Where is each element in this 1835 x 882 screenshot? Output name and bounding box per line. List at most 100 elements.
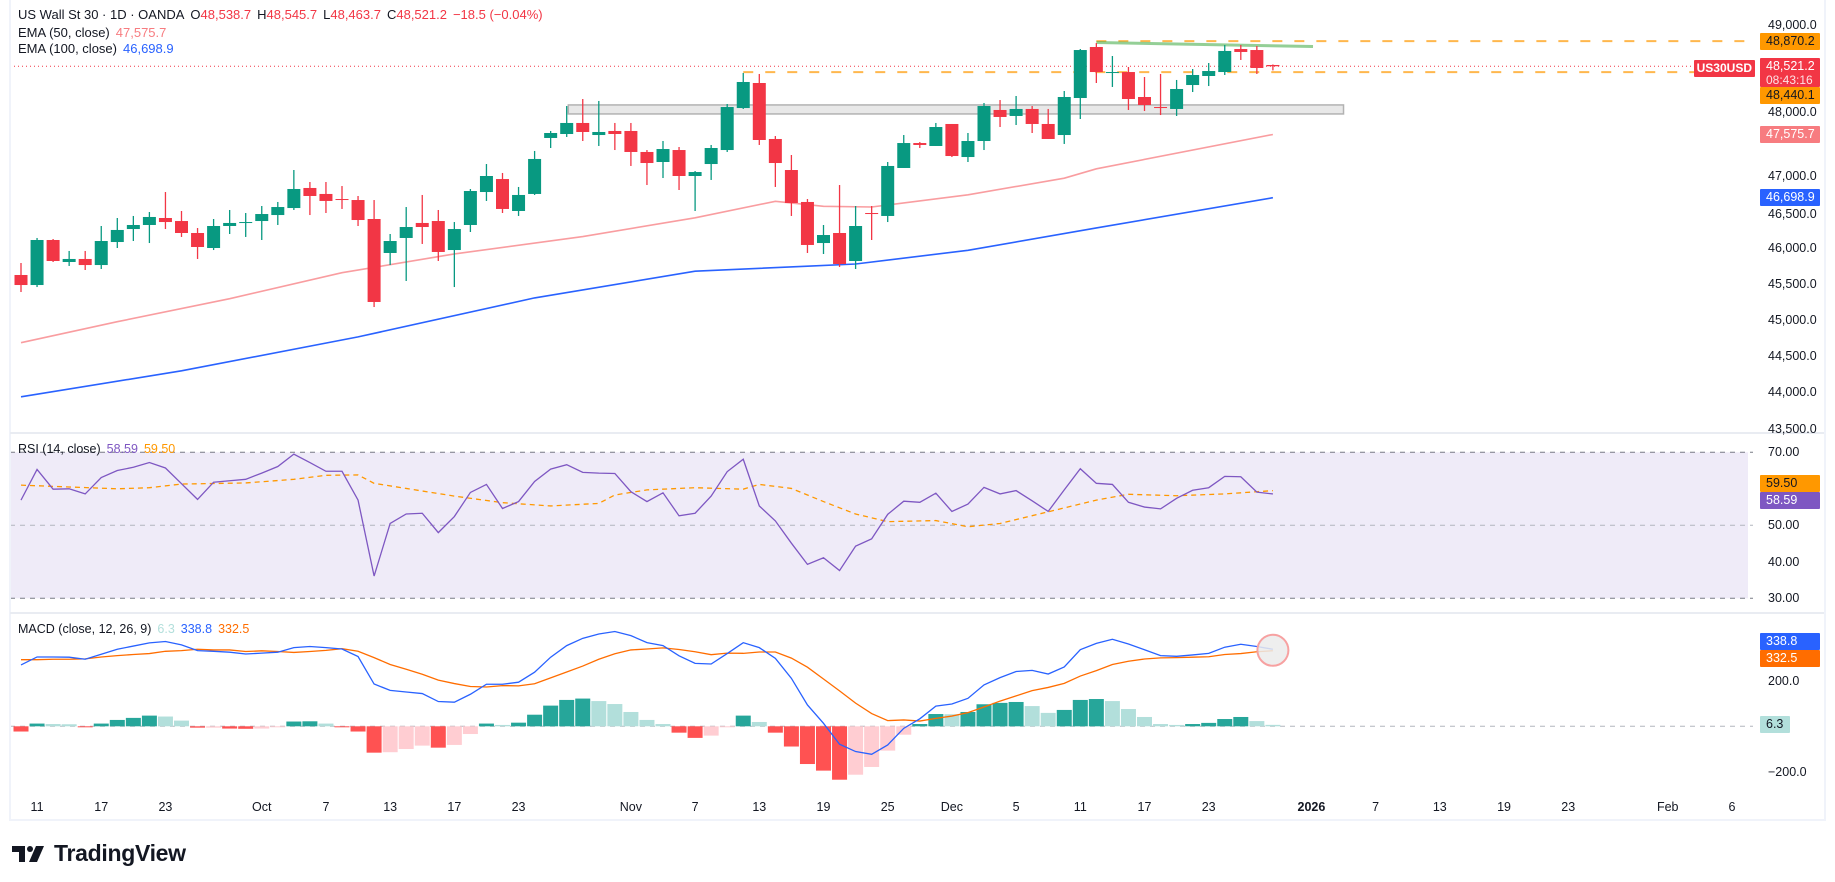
macd-line bbox=[20, 630, 1274, 755]
candle-body bbox=[175, 221, 188, 233]
candle-body bbox=[303, 187, 317, 196]
time-axis-label: 23 bbox=[1561, 800, 1576, 814]
macd-histogram-bar bbox=[1201, 722, 1217, 727]
candle bbox=[1089, 43, 1103, 83]
price-pane[interactable] bbox=[10, 40, 1753, 398]
rsi-axis-label: 70.00 bbox=[1768, 445, 1800, 460]
candle bbox=[560, 106, 574, 137]
candle-body bbox=[1025, 108, 1039, 124]
macd-histogram-bar bbox=[1104, 701, 1120, 727]
time-axis-label: 7 bbox=[1372, 800, 1380, 814]
macd-histogram-bar bbox=[559, 699, 575, 727]
candle-body bbox=[367, 219, 381, 302]
candle bbox=[431, 209, 445, 261]
candle bbox=[30, 237, 44, 288]
candle-body bbox=[223, 222, 237, 226]
time-axis-label: 23 bbox=[158, 800, 173, 814]
candle bbox=[415, 194, 429, 244]
macd-histogram-bar bbox=[591, 701, 607, 727]
macd-histogram-bar bbox=[880, 726, 896, 751]
brand-name: TradingView bbox=[54, 840, 186, 866]
badge-value: 338.8 bbox=[1766, 634, 1798, 648]
candle-body bbox=[656, 149, 670, 163]
macd-histogram-bar bbox=[575, 698, 591, 727]
rsi-legend[interactable]: RSI (14, close) 58.59 59.50 bbox=[18, 441, 181, 457]
open-value: 48,538.7 bbox=[200, 7, 252, 22]
support-zone bbox=[567, 104, 1345, 115]
time-axis-label: 23 bbox=[1201, 800, 1216, 814]
rsi-axis-label: 30.00 bbox=[1768, 591, 1800, 606]
candle-body bbox=[1250, 50, 1264, 68]
rsi-ma-line bbox=[20, 474, 1273, 528]
macd-histogram-bar bbox=[45, 724, 61, 727]
rsi-ma-value: 59.50 bbox=[143, 442, 176, 456]
macd-histogram-bar bbox=[992, 702, 1008, 727]
ema100-value: 46,698.9 bbox=[123, 41, 174, 56]
macd-histogram-bar bbox=[912, 724, 928, 727]
candle bbox=[126, 215, 140, 242]
badge-value: 332.5 bbox=[1766, 651, 1798, 665]
ema100-line bbox=[20, 196, 1274, 398]
ema50-legend[interactable]: EMA (50, close) 47,575.7 bbox=[18, 25, 172, 41]
candle-body bbox=[961, 141, 975, 158]
macd-histogram-bar bbox=[655, 724, 671, 727]
macd-legend[interactable]: MACD (close, 12, 26, 9) 6.3 338.8 332.5 bbox=[18, 621, 255, 637]
macd-histogram-bar bbox=[318, 723, 334, 727]
price-badge[interactable]: 47,575.7 bbox=[1760, 125, 1820, 143]
candle bbox=[383, 234, 397, 266]
candle bbox=[175, 210, 188, 237]
price-badge[interactable]: 59.50 bbox=[1760, 475, 1820, 493]
badge-value: 48,521.2 bbox=[1766, 58, 1815, 73]
ema100-legend[interactable]: EMA (100, close) 46,698.9 bbox=[18, 41, 180, 57]
pane-separator[interactable] bbox=[10, 612, 1824, 614]
price-badge[interactable]: 48,440.1 bbox=[1760, 86, 1820, 104]
price-badge[interactable]: 332.5 bbox=[1760, 650, 1820, 667]
symbol-legend[interactable]: US Wall St 30 · 1D · OANDA O48,538.7 H48,5… bbox=[18, 7, 549, 23]
macd-histogram-bar bbox=[398, 726, 414, 750]
macd-histogram-bar bbox=[61, 724, 77, 727]
time-axis-label: Dec bbox=[940, 800, 964, 814]
macd-histogram-bar bbox=[928, 714, 944, 727]
candle-body bbox=[1266, 64, 1280, 67]
rsi-background bbox=[10, 452, 1748, 599]
macd-histogram-bar bbox=[93, 723, 109, 727]
price-badge[interactable]: 338.8 bbox=[1760, 633, 1820, 650]
macd-histogram-bar bbox=[77, 726, 93, 728]
time-axis-label: 5 bbox=[1012, 800, 1020, 814]
tradingview-logo[interactable]: TradingView bbox=[12, 840, 186, 867]
candle bbox=[1138, 77, 1151, 111]
macd-histogram-bar bbox=[1169, 724, 1185, 727]
candle-body bbox=[431, 221, 445, 252]
price-badge[interactable]: 6.3 bbox=[1760, 716, 1790, 734]
pane-separator[interactable] bbox=[10, 432, 1824, 434]
candle bbox=[1009, 95, 1023, 125]
macd-histogram-bar bbox=[799, 726, 815, 765]
macd-signal-value: 332.5 bbox=[218, 622, 250, 636]
rsi-pane[interactable] bbox=[10, 451, 1753, 599]
candle-body bbox=[1170, 88, 1184, 109]
badge-value: 48,440.1 bbox=[1766, 87, 1815, 102]
macd-pane[interactable] bbox=[10, 630, 1753, 780]
price-badge[interactable]: 48,521.2 08:43:16 bbox=[1760, 57, 1820, 87]
price-badge[interactable]: 48,870.2 bbox=[1760, 32, 1820, 50]
candle bbox=[528, 150, 542, 195]
candle-body bbox=[768, 138, 782, 164]
candle bbox=[784, 155, 798, 216]
candle bbox=[351, 195, 365, 226]
price-badge[interactable]: 46,698.9 bbox=[1760, 189, 1820, 207]
time-axis-label: Feb bbox=[1656, 800, 1679, 814]
candle bbox=[961, 132, 975, 163]
candle-body bbox=[399, 227, 413, 238]
macd-histogram-bar bbox=[783, 726, 799, 747]
price-badge[interactable]: 58.59 bbox=[1760, 492, 1820, 510]
candle-body bbox=[14, 274, 28, 286]
candle-body bbox=[94, 241, 108, 266]
symbol-tag: US30USD bbox=[1693, 60, 1755, 77]
candle-body bbox=[46, 239, 60, 261]
macd-histogram-bar bbox=[29, 723, 45, 727]
candle bbox=[752, 73, 766, 145]
candle-body bbox=[255, 214, 269, 222]
ema100-label: EMA (100, close) bbox=[18, 41, 117, 56]
candle-body bbox=[512, 194, 526, 211]
